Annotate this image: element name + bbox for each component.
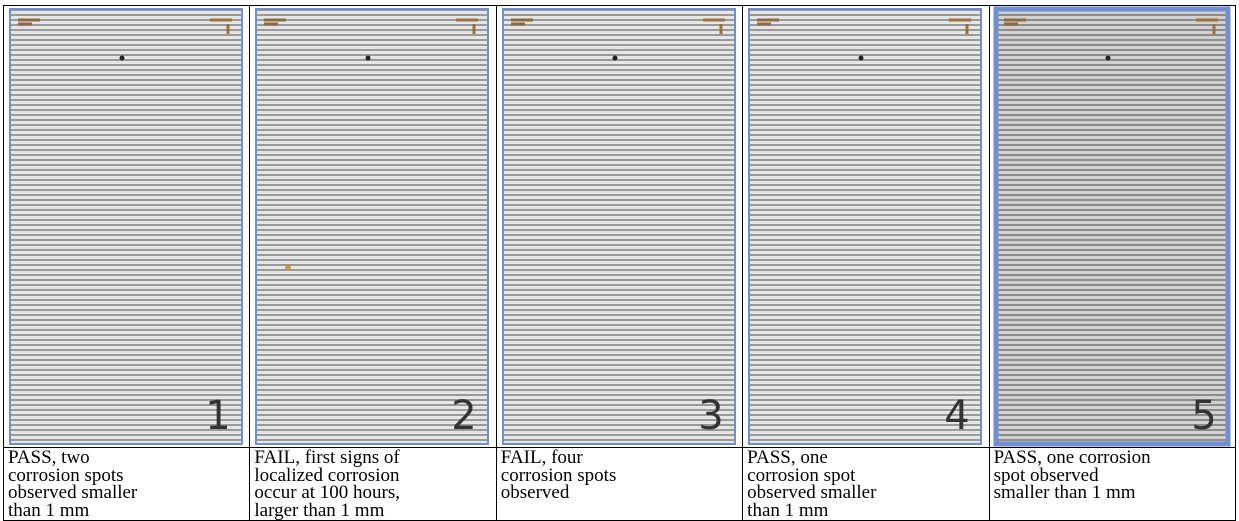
caption-line: observed smaller [747, 482, 877, 503]
panel-number: 5 [1191, 393, 1216, 439]
caption-line: smaller than 1 mm [993, 482, 1136, 503]
corner-mark [1195, 18, 1218, 34]
panel-photo: 1 [4, 6, 248, 447]
caption-cell: FAIL, four corrosion spots observed [495, 447, 744, 521]
caption-cell: PASS, two corrosion spots observed smaller… [2, 447, 251, 521]
panel-photo-cell: 2 [249, 5, 497, 448]
caption-line: PASS, two [8, 447, 90, 468]
image-row: 1 2 3 4 5 [2, 5, 1237, 448]
corner-mark [702, 18, 725, 34]
corner-mark [456, 18, 479, 34]
caption-line: PASS, one [747, 447, 828, 468]
corrosion-spot [858, 55, 864, 61]
caption-line: occur at 100 hours, [254, 482, 401, 503]
corner-mark [264, 18, 287, 26]
panel-number: 1 [205, 393, 230, 439]
caption-line: FAIL, first signs of [254, 447, 400, 468]
corner-mark [757, 18, 780, 26]
panel-photo: 4 [743, 6, 988, 447]
caption-line: corrosion spots [500, 464, 617, 486]
corner-mark [949, 18, 972, 34]
panel-photo-cell: 3 [495, 5, 744, 448]
panel-surface [993, 6, 1231, 447]
corner-mark [18, 18, 40, 26]
panel-photo: 3 [496, 6, 741, 447]
caption-cell: FAIL, first signs of localized corrosion o… [249, 447, 497, 521]
caption-line: larger than 1 mm [254, 499, 385, 521]
corner-mark [210, 18, 232, 34]
corner-mark [1003, 18, 1026, 26]
corrosion-spot [285, 265, 292, 271]
panel-number: 3 [698, 393, 723, 439]
corner-mark [510, 18, 533, 26]
caption-line: spot observed [993, 464, 1099, 486]
caption-cell: PASS, one corrosion spot observed smaller … [988, 447, 1237, 521]
panel-number: 4 [944, 393, 969, 439]
caption-line: PASS, one corrosion [993, 447, 1151, 468]
caption-line: than 1 mm [747, 499, 829, 521]
panel-photo: 2 [250, 6, 495, 447]
corrosion-spot [119, 55, 125, 61]
caption-line: observed [500, 482, 570, 503]
caption-line: than 1 mm [8, 499, 90, 521]
corrosion-spot [612, 55, 618, 61]
panel-surface [748, 8, 983, 445]
panel-photo-cell: 1 [2, 5, 251, 448]
corrosion-spot [1105, 55, 1111, 61]
panel-photo-cell: 5 [988, 5, 1237, 448]
panel-photo-cell: 4 [742, 5, 990, 448]
panel-photo: 5 [989, 6, 1234, 447]
panel-surface [9, 8, 243, 445]
panel-surface [501, 8, 736, 445]
panel-surface [255, 8, 490, 445]
caption-row: PASS, two corrosion spots observed smaller… [2, 447, 1237, 521]
caption-line: corrosion spots [8, 464, 124, 486]
corrosion-spot [365, 55, 371, 61]
caption-line: corrosion spot [747, 464, 856, 486]
caption-line: localized corrosion [254, 464, 400, 486]
caption-cell: PASS, one corrosion spot observed smaller t… [742, 447, 990, 521]
panel-number: 2 [452, 393, 477, 439]
caption-line: observed smaller [8, 482, 138, 503]
caption-line: FAIL, four [500, 447, 583, 468]
